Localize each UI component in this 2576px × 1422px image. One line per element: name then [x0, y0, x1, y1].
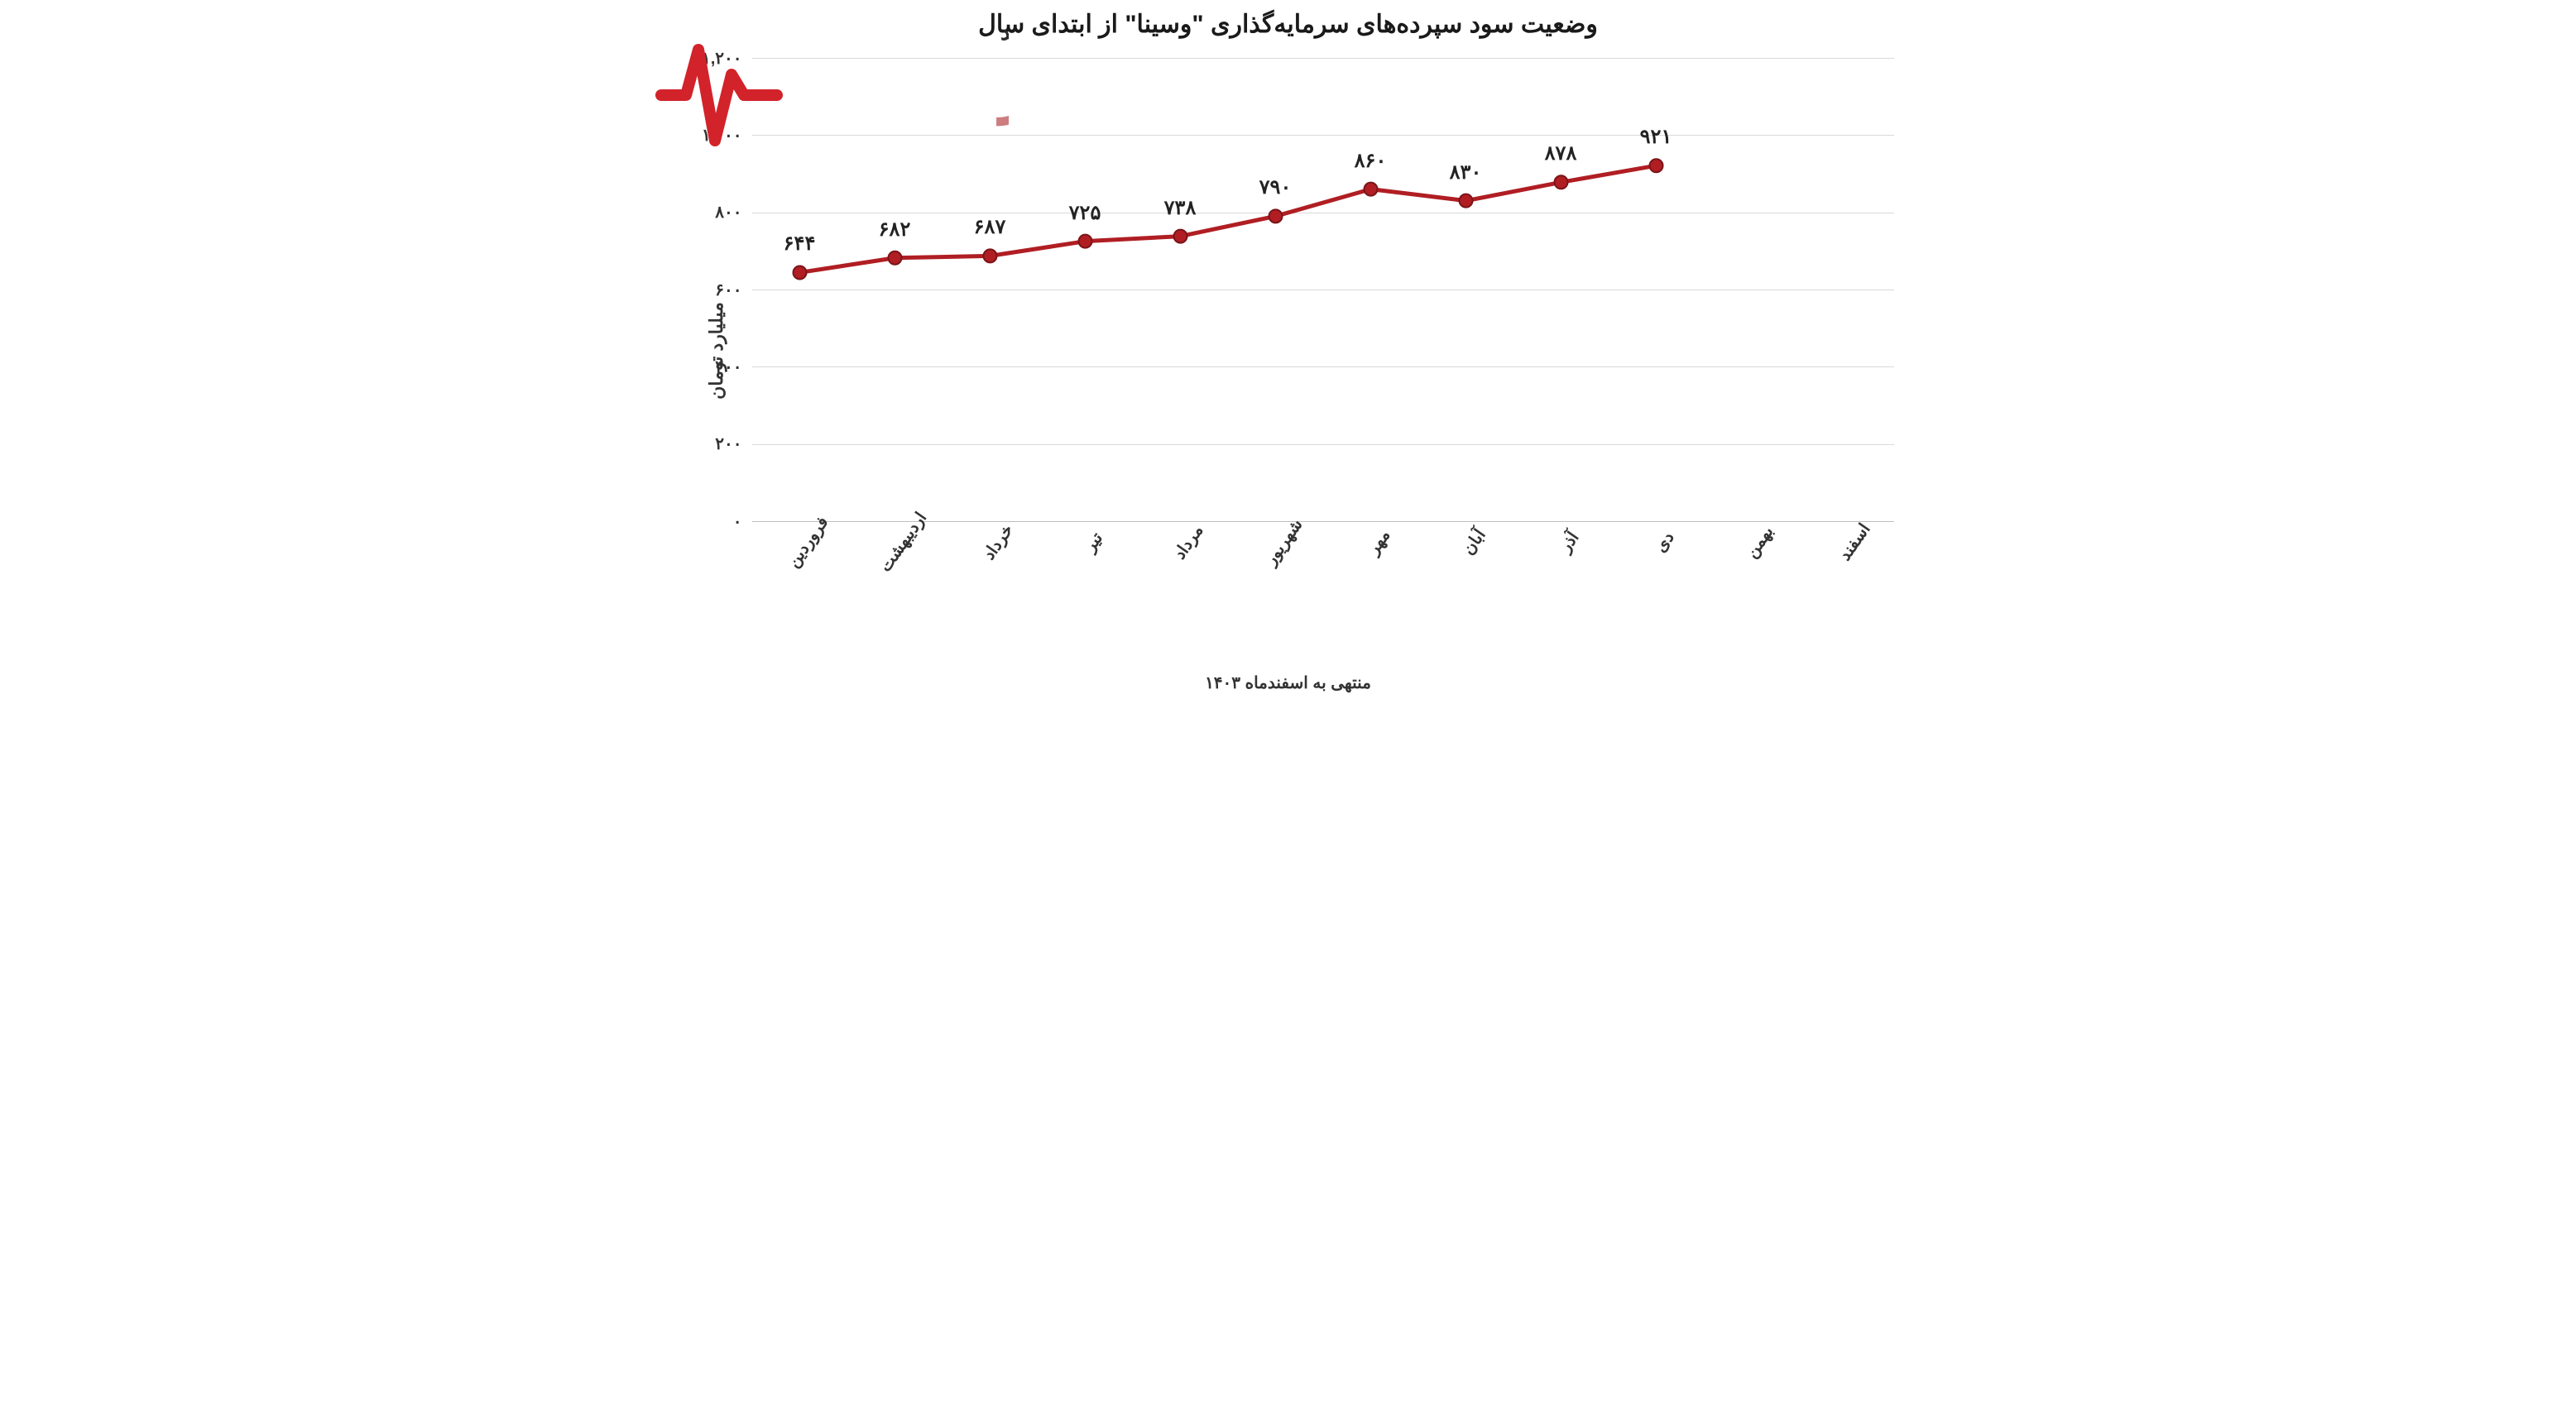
plot-area: ۰۲۰۰۴۰۰۶۰۰۸۰۰۱,۰۰۰۱,۲۰۰فروردیناردیبهشتخر…	[752, 58, 1894, 521]
data-point-label: ۶۴۴	[784, 232, 816, 256]
x-tick-label: اسفند	[1835, 519, 1875, 564]
y-tick-label: ۲۰۰	[693, 433, 742, 454]
data-point-label: ۶۸۲	[879, 218, 911, 242]
data-point-label: ۹۲۱	[1640, 125, 1672, 149]
line-series-svg	[752, 58, 1894, 521]
x-tick-label: شهریور	[1260, 515, 1307, 569]
y-tick-label: ۴۰۰	[693, 357, 742, 377]
data-point-label: ۸۷۸	[1545, 141, 1577, 165]
x-axis-label: منتهی به اسفندماه ۱۴۰۳	[653, 673, 1924, 693]
series-line	[799, 165, 1656, 272]
data-point-marker	[793, 266, 806, 279]
y-tick-label: ۰	[693, 511, 742, 532]
data-point-marker	[1364, 183, 1377, 196]
chart-container: وضعیت سود سپرده‌های سرمایه‌گذاری "وسینا"…	[653, 0, 1924, 701]
data-point-marker	[1554, 175, 1567, 189]
data-point-marker	[1649, 159, 1662, 172]
data-point-marker	[983, 249, 996, 262]
x-tick-label: مهر	[1363, 525, 1394, 558]
x-tick-label: آذر	[1555, 528, 1583, 556]
y-tick-label: ۸۰۰	[693, 202, 742, 223]
x-tick-label: خرداد	[979, 520, 1018, 564]
x-tick-label: مرداد	[1169, 521, 1207, 563]
y-tick-label: ۱,۰۰۰	[693, 125, 742, 146]
y-tick-label: ۶۰۰	[693, 280, 742, 300]
x-tick-label: دی	[1650, 528, 1679, 556]
x-tick-label: آبان	[1458, 525, 1490, 558]
data-point-label: ۶۸۷	[974, 215, 1006, 239]
y-tick-label: ۱,۲۰۰	[693, 48, 742, 69]
chart-title: وضعیت سود سپرده‌های سرمایه‌گذاری "وسینا"…	[653, 10, 1924, 39]
data-point-label: ۸۶۰	[1355, 149, 1387, 173]
data-point-label: ۷۳۸	[1164, 196, 1197, 220]
x-tick-label: تیر	[1080, 529, 1107, 556]
data-point-marker	[1173, 230, 1187, 243]
x-tick-label: بهمن	[1741, 522, 1777, 562]
data-point-marker	[1269, 209, 1282, 223]
y-axis-label: میلیارد تومان	[705, 302, 727, 400]
data-point-label: ۷۲۵	[1069, 201, 1101, 225]
data-point-marker	[1459, 194, 1472, 208]
data-point-label: ۷۹۰	[1259, 175, 1292, 199]
data-point-marker	[1078, 235, 1091, 248]
data-point-label: ۸۳۰	[1450, 160, 1482, 184]
data-point-marker	[888, 251, 901, 265]
